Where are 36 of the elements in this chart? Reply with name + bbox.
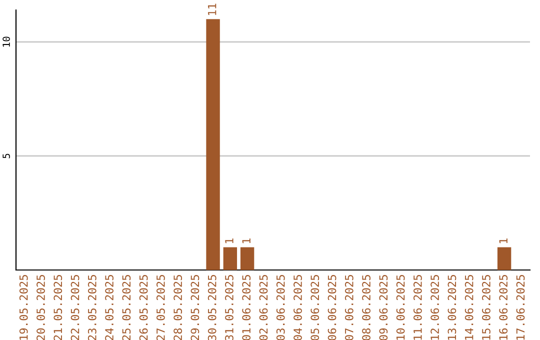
data-label: 1	[499, 238, 508, 244]
x-tick-label: 09.06.2025	[379, 275, 388, 340]
x-tick-label: 01.06.2025	[242, 275, 251, 340]
x-tick-label: 20.05.2025	[36, 275, 45, 340]
x-tick-label: 07.06.2025	[344, 275, 354, 340]
data-label: 1	[225, 238, 234, 244]
x-tick-label: 27.05.2025	[156, 275, 165, 340]
x-tick-label: 14.06.2025	[464, 275, 474, 340]
x-tick-label: 28.05.2025	[174, 275, 182, 340]
x-tick-label: 26.05.2025	[139, 275, 148, 340]
x-tick-label: 10.06.2025	[396, 275, 405, 340]
x-tick-label: 31.05.2025	[225, 275, 234, 340]
y-tick-label: 5	[2, 154, 10, 158]
x-tick-label: 29.05.2025	[190, 275, 200, 340]
x-tick-label: 21.05.2025	[54, 275, 62, 340]
x-tick-label: 25.05.2025	[122, 275, 131, 340]
x-tick-label: 13.06.2025	[448, 275, 456, 340]
x-tick-label: 19.05.2025	[19, 275, 28, 340]
x-tick-label: 06.06.2025	[328, 275, 336, 340]
data-label: 1	[242, 238, 250, 244]
x-tick-label: 05.06.2025	[310, 275, 320, 340]
x-tick-label: 15.06.2025	[482, 275, 490, 340]
x-tick-label: 12.06.2025	[430, 275, 440, 340]
x-tick-label: 22.05.2025	[70, 275, 80, 340]
x-tick-label: 23.05.2025	[88, 275, 96, 340]
x-tick-label: 02.06.2025	[259, 275, 268, 340]
x-tick-label: 03.06.2025	[276, 275, 285, 340]
data-label: 11	[208, 4, 216, 16]
x-tick-label: 04.06.2025	[294, 275, 302, 340]
x-tick-label: 16.06.2025	[499, 275, 508, 340]
x-tick-label: 08.06.2025	[362, 275, 370, 340]
x-tick-label: 17.06.2025	[516, 275, 525, 340]
y-tick-label: 10	[2, 36, 10, 47]
x-tick-label: 30.05.2025	[208, 275, 216, 340]
x-tick-label: 11.06.2025	[413, 275, 422, 340]
x-tick-label: 24.05.2025	[105, 275, 114, 340]
